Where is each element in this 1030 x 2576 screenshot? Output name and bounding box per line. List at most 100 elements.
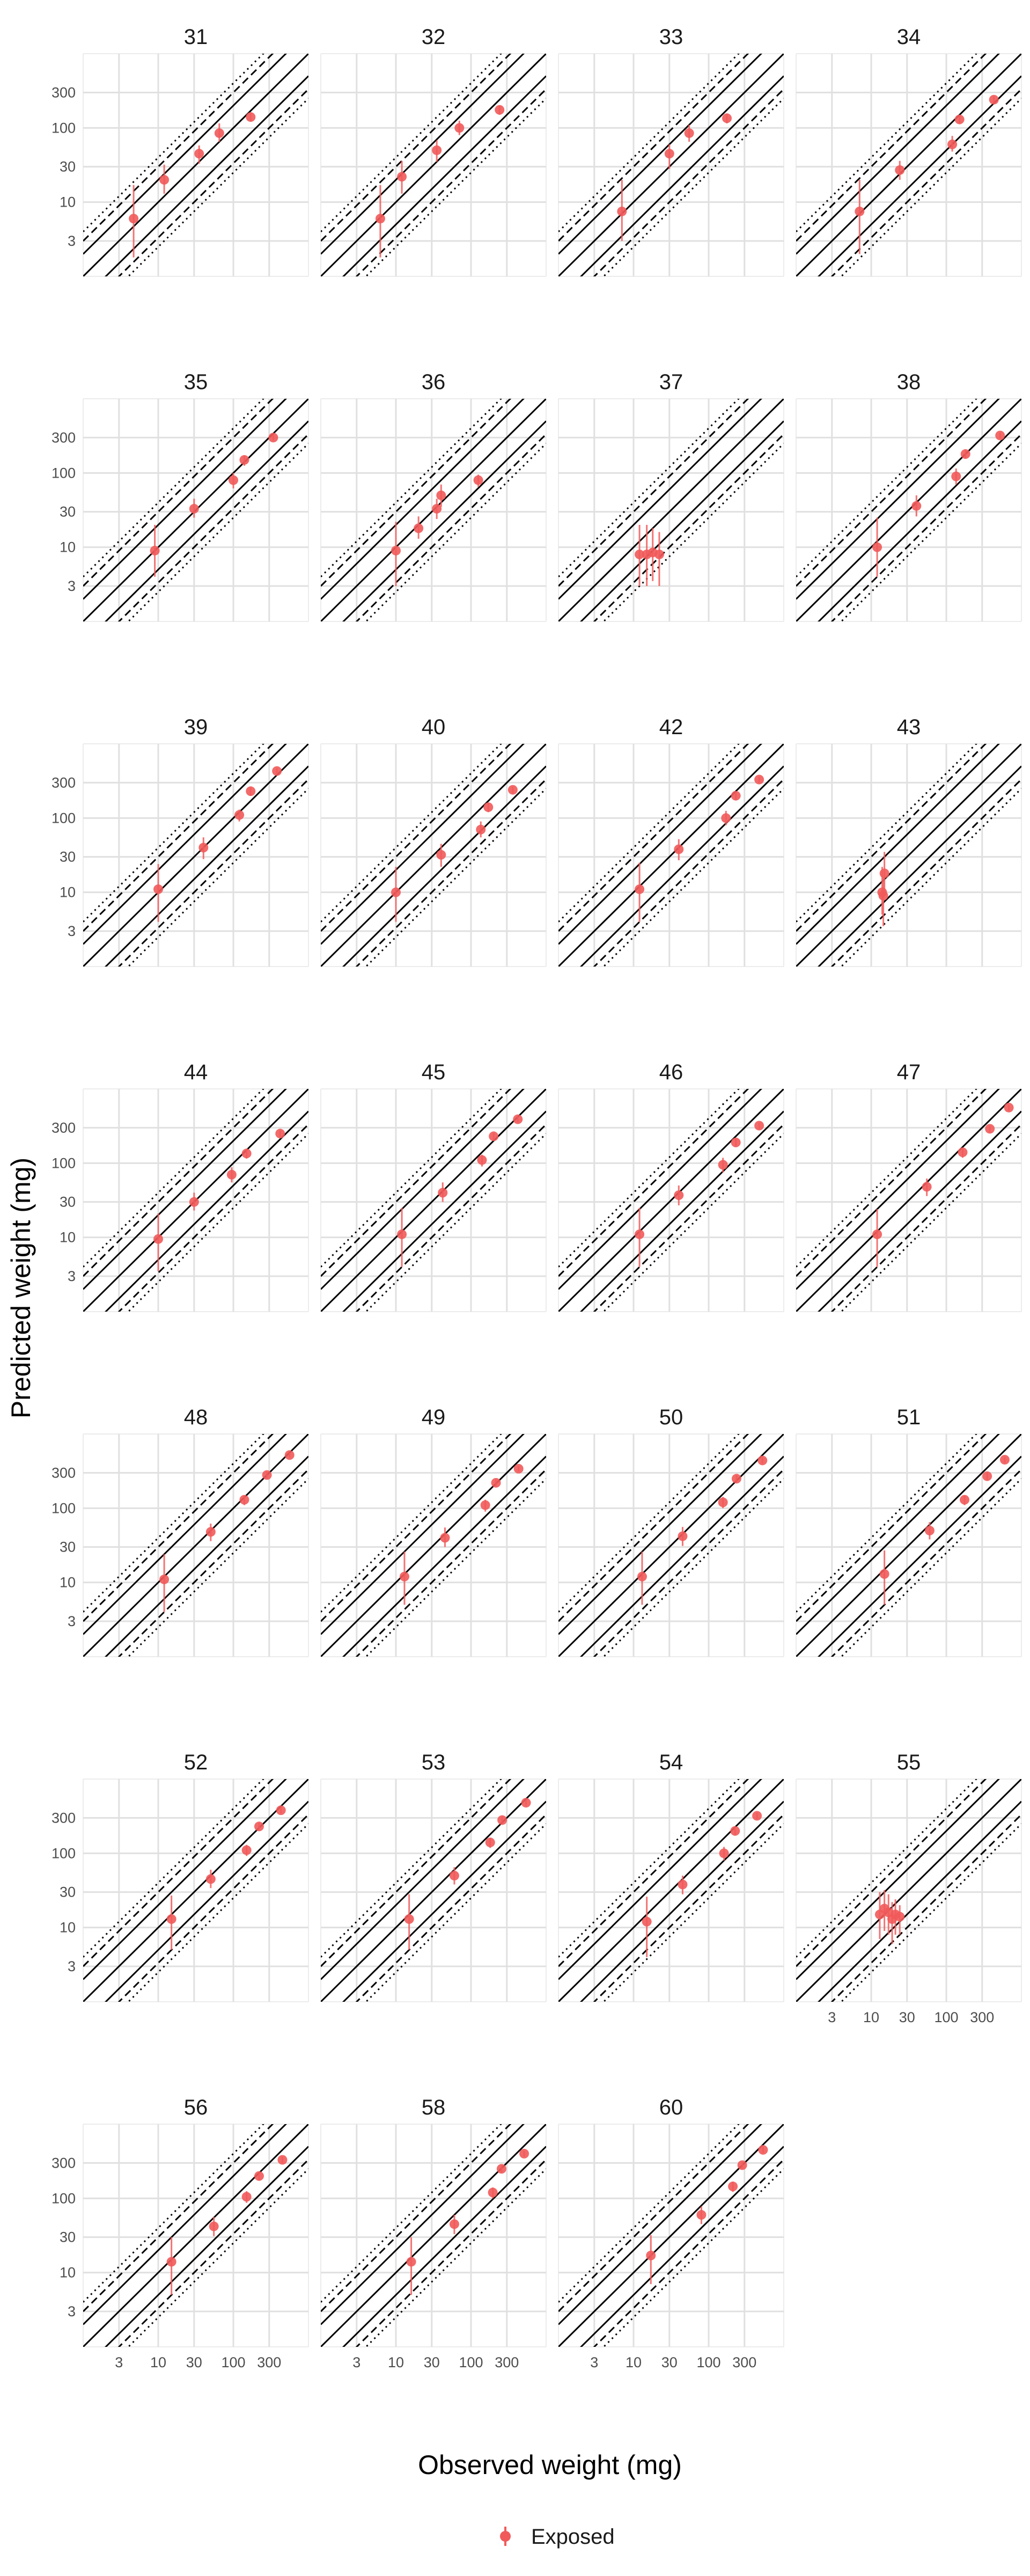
threefold-line [558, 1779, 749, 1967]
panel-title: 35 [184, 370, 208, 394]
panel-reference-lines [796, 399, 1021, 621]
twofold-line [83, 1779, 287, 1980]
panel-grid [83, 743, 309, 967]
panel-points [375, 105, 505, 258]
threefold-line [321, 1779, 512, 1967]
data-point [485, 1838, 495, 1848]
data-point [696, 2210, 707, 2220]
panel-grid [796, 1088, 1022, 1312]
data-point [617, 206, 627, 216]
panel-grid [796, 1779, 1022, 2002]
threefold-line [83, 1089, 274, 1277]
fourfold-line [127, 1133, 308, 1312]
data-point [241, 1845, 252, 1855]
data-point [895, 1912, 905, 1922]
data-point [153, 884, 163, 894]
x-tick-label: 300 [257, 2354, 281, 2370]
data-point [440, 1533, 450, 1543]
panel-points [399, 1463, 524, 1605]
twofold-line [558, 2124, 762, 2325]
data-point [1004, 1102, 1014, 1113]
twofold-line [580, 1801, 784, 2002]
threefold-line [558, 744, 749, 932]
y-tick-label: 100 [52, 120, 76, 136]
threefold-line [355, 2158, 546, 2347]
twofold-line [796, 1779, 1000, 1980]
panel-points [166, 2155, 288, 2295]
twofold-line [321, 1434, 525, 1635]
panel-title: 34 [897, 25, 921, 49]
data-point [721, 813, 731, 823]
legend: Exposed [500, 2525, 615, 2549]
data-point [436, 490, 446, 500]
threefold-line [355, 1813, 546, 2002]
data-point [276, 1805, 286, 1816]
data-point [637, 1571, 647, 1582]
panel-points [397, 1114, 523, 1267]
panel-reference-lines [83, 1434, 308, 1657]
threefold-line [117, 1468, 308, 1657]
data-point [674, 1190, 684, 1201]
panel-reference-lines [558, 1434, 784, 1657]
panel-points [159, 1450, 295, 1612]
panel-reference-lines [83, 744, 308, 967]
data-point [513, 1463, 524, 1474]
panel-42: 42 [558, 715, 784, 967]
x-tick-label: 3 [352, 2354, 360, 2370]
data-point [414, 523, 424, 533]
threefold-line [83, 1779, 274, 1967]
data-point [731, 1137, 741, 1147]
panel-reference-lines [796, 744, 1021, 967]
data-point [166, 1914, 176, 1924]
panel-title: 58 [422, 2096, 446, 2119]
data-point [229, 475, 238, 485]
data-point [654, 550, 664, 560]
panel-46: 46 [558, 1060, 784, 1312]
threefold-line [321, 54, 512, 242]
y-tick-label: 30 [60, 849, 76, 865]
panel-points [153, 766, 282, 922]
y-tick-label: 300 [52, 1119, 76, 1136]
threefold-line [117, 1813, 308, 2002]
twofold-line [342, 1110, 546, 1312]
fourfold-line [602, 1133, 784, 1312]
data-point [189, 503, 199, 514]
panel-reference-lines [83, 54, 308, 276]
twofold-line [558, 744, 762, 945]
data-point [166, 2257, 176, 2267]
panel-title: 54 [659, 1751, 683, 1774]
identity-line [83, 1779, 308, 2002]
panel-title: 47 [897, 1060, 921, 1084]
fourfold-line [602, 443, 784, 621]
fourfold-line [127, 98, 308, 276]
twofold-line [796, 1089, 1000, 1290]
data-point [495, 105, 505, 115]
panel-grid [83, 1433, 309, 1657]
data-point [678, 1531, 688, 1541]
identity-line [558, 1434, 784, 1657]
panel-49: 49 [320, 1406, 547, 1657]
threefold-line [796, 1434, 987, 1622]
threefold-line [558, 399, 749, 587]
y-tick-label: 30 [60, 504, 76, 520]
panel-points [646, 2145, 768, 2285]
panel-58: 58 3 10 30 100 300 [320, 2096, 547, 2370]
x-tick-label: 10 [626, 2354, 642, 2370]
panel-grid [558, 743, 784, 967]
fourfold-line [840, 1823, 1021, 2002]
panel-title: 51 [897, 1406, 921, 1429]
fourfold-line [365, 2168, 546, 2347]
panel-grid [320, 1779, 547, 2002]
identity-line [796, 744, 1021, 967]
fourfold-line [840, 1133, 1021, 1312]
panel-33: 33 [558, 25, 784, 277]
y-tick-label: 300 [52, 84, 76, 100]
panel-45: 45 [320, 1060, 547, 1312]
panel-title: 33 [659, 25, 683, 49]
data-point [519, 2149, 529, 2159]
data-point [911, 501, 922, 511]
identity-line [321, 744, 546, 967]
panel-32: 32 [320, 25, 547, 277]
y-tick-label: 300 [52, 2155, 76, 2171]
fourfold-line [840, 788, 1021, 967]
